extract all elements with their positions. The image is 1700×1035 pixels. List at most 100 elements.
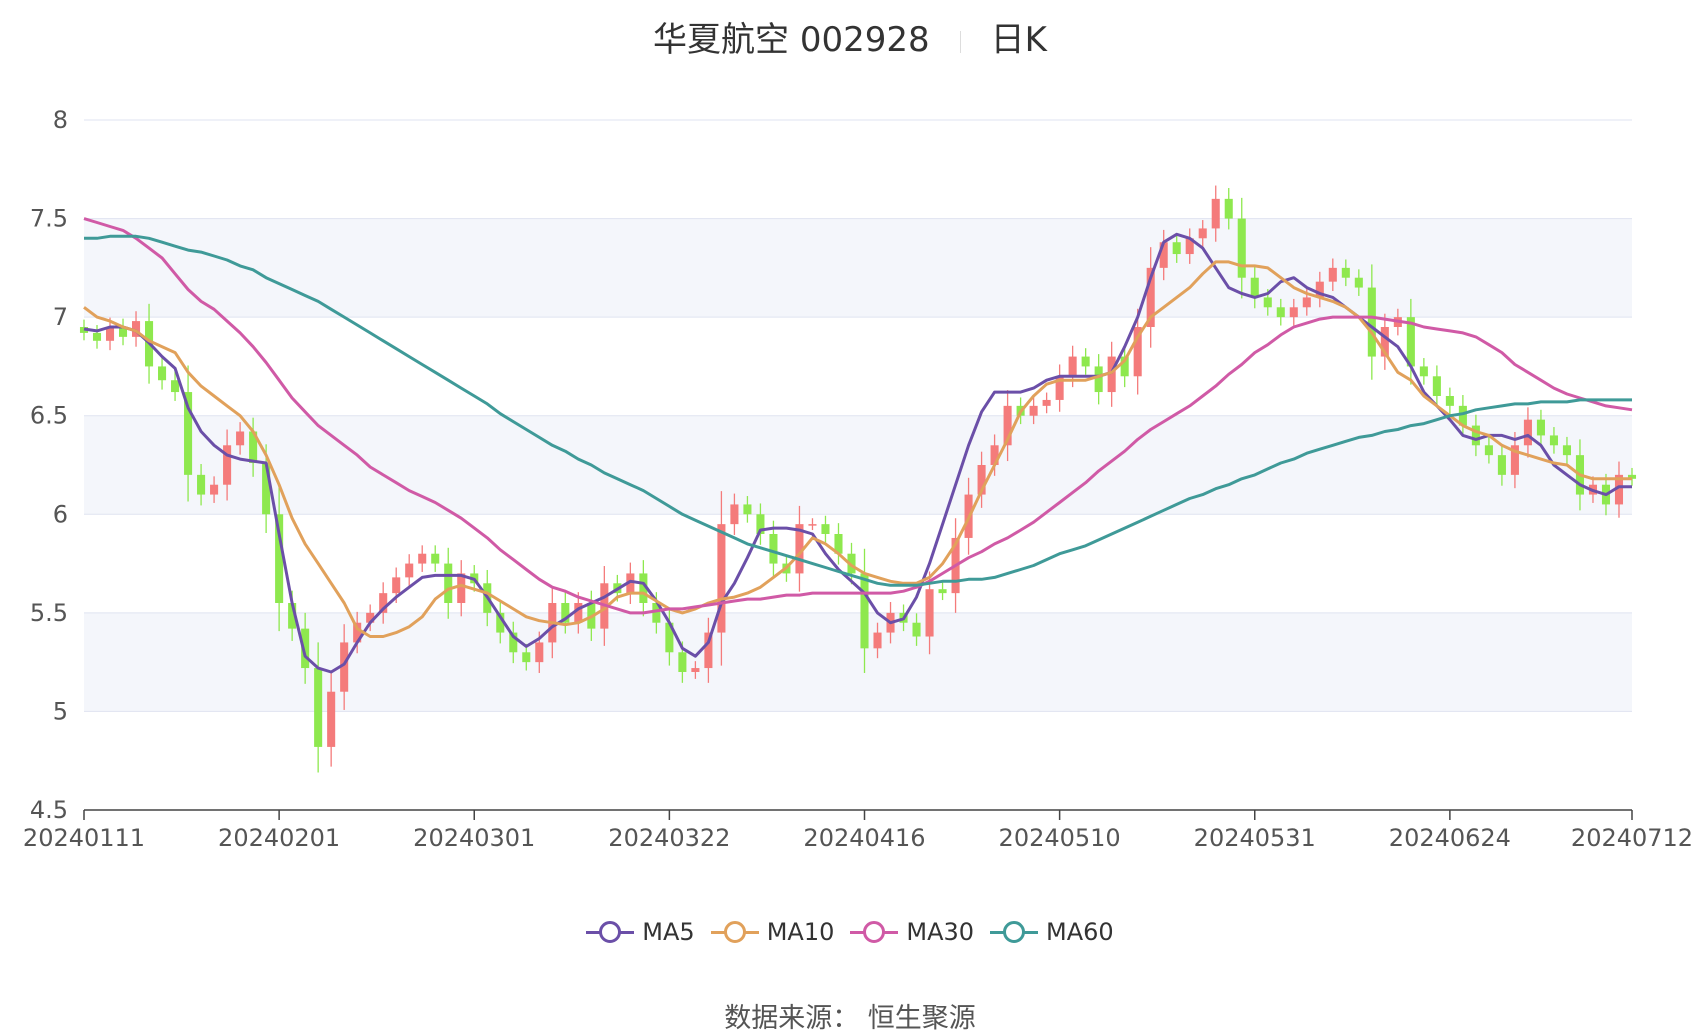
legend-swatch <box>990 919 1039 945</box>
candle-body <box>938 589 947 594</box>
candle-body <box>678 652 687 672</box>
legend-item-ma30[interactable]: MA30 <box>850 918 974 946</box>
candle-body <box>1172 242 1181 255</box>
legend-label: MA5 <box>642 918 695 946</box>
candle-body <box>717 524 726 633</box>
x-tick-label: 20240416 <box>803 824 925 852</box>
grid-band <box>84 415 1632 515</box>
x-tick-label: 20240301 <box>413 824 535 852</box>
grid-band <box>84 218 1632 318</box>
candle-body <box>1159 242 1168 268</box>
candle-body <box>1484 445 1493 456</box>
y-tick-label: 8 <box>53 106 68 134</box>
candle-body <box>1263 297 1272 308</box>
candle-body <box>1055 376 1064 400</box>
legend: MA5 MA10 MA30 MA60 <box>0 918 1700 951</box>
y-tick-label: 6.5 <box>30 402 68 430</box>
legend-swatch <box>850 919 899 945</box>
candle-body <box>1133 327 1142 377</box>
candle-body <box>873 632 882 649</box>
candle-body <box>691 668 700 672</box>
candle-body <box>704 632 713 669</box>
candle-body <box>444 563 453 603</box>
candle-body <box>262 463 271 515</box>
candle-body <box>1445 396 1454 406</box>
candle-body <box>652 603 661 623</box>
candle-body <box>1094 366 1103 393</box>
candle-body <box>1003 405 1012 446</box>
candle-body <box>1042 399 1051 406</box>
y-axis: 4.5 5 5.5 6 6.5 7 7.5 8 <box>30 106 68 824</box>
candle-body <box>535 642 544 663</box>
candle-body <box>1432 376 1441 396</box>
candle-body <box>1510 445 1519 475</box>
y-tick-label: 7 <box>53 303 68 331</box>
chart-title-period: 日K <box>990 20 1047 60</box>
ma10-line <box>83 260 1632 638</box>
candle-body <box>457 573 466 603</box>
y-tick-label: 5.5 <box>30 599 68 627</box>
legend-label: MA60 <box>1046 918 1114 946</box>
candle-body <box>977 465 986 495</box>
candle-body <box>1315 281 1324 298</box>
candle-body <box>340 642 349 692</box>
ma60-line <box>84 234 1632 587</box>
candle-body <box>1289 307 1298 318</box>
legend-item-ma60[interactable]: MA60 <box>990 918 1114 946</box>
candle-body <box>1250 277 1259 298</box>
candle-body <box>197 474 206 495</box>
ma5-line <box>83 232 1632 674</box>
candle-body <box>496 612 505 633</box>
candle-body <box>327 691 336 747</box>
candle-body <box>92 332 102 341</box>
candle-body <box>1471 425 1480 446</box>
candle-body <box>1614 474 1624 505</box>
candle-body <box>158 366 167 381</box>
candle-body <box>665 622 674 653</box>
candle-body <box>1562 445 1571 456</box>
candle-body <box>1224 198 1233 219</box>
x-tick-label: 20240201 <box>218 824 340 852</box>
x-tick-label: 20240531 <box>1194 824 1316 852</box>
ma30-line <box>83 217 1633 615</box>
candle-body <box>1068 356 1077 377</box>
candle-body <box>574 603 583 623</box>
candle-body <box>1185 238 1194 255</box>
legend-item-ma10[interactable]: MA10 <box>710 918 835 946</box>
chart-title: 华夏航空 002928 日K <box>0 12 1700 61</box>
candle-body <box>223 445 232 485</box>
candle-body <box>249 431 258 464</box>
legend-label: MA10 <box>766 918 835 946</box>
candle-body <box>210 484 219 495</box>
candle-body <box>756 514 765 534</box>
candle-body <box>431 553 440 564</box>
title-separator <box>959 30 961 53</box>
candle-body <box>834 534 843 554</box>
candle-body <box>236 431 245 446</box>
candle-body <box>1081 356 1090 367</box>
candle-body <box>1120 356 1129 377</box>
candle-body <box>743 504 752 515</box>
candle-body <box>821 524 830 534</box>
x-tick-label: 20240712 <box>1571 824 1693 852</box>
legend-item-ma5[interactable]: MA5 <box>586 918 695 946</box>
x-tick-label: 20240624 <box>1389 824 1511 852</box>
candle-body <box>1302 297 1311 308</box>
data-source-note: 数据来源： 恒生聚源 <box>724 1003 976 1034</box>
kline-chart: 4.5 5 5.5 6 6.5 7 7.5 8 20240111 20240201 2024030… <box>23 106 1693 852</box>
candle-body <box>1146 267 1155 327</box>
y-tick-label: 6 <box>53 500 68 528</box>
candle-body <box>1380 327 1389 357</box>
x-tick-label: 20240111 <box>23 824 145 852</box>
x-tick-label: 20240322 <box>608 824 730 852</box>
candle-body <box>1627 474 1637 479</box>
candle-body <box>132 321 141 337</box>
legend-label: MA30 <box>906 918 975 946</box>
candle-body <box>418 553 427 564</box>
candle-body <box>1536 419 1545 436</box>
candle-body <box>509 632 518 653</box>
candle-body <box>561 603 570 623</box>
candle-body <box>353 622 362 643</box>
candle-body <box>118 327 128 337</box>
grid-bands <box>84 218 1632 712</box>
